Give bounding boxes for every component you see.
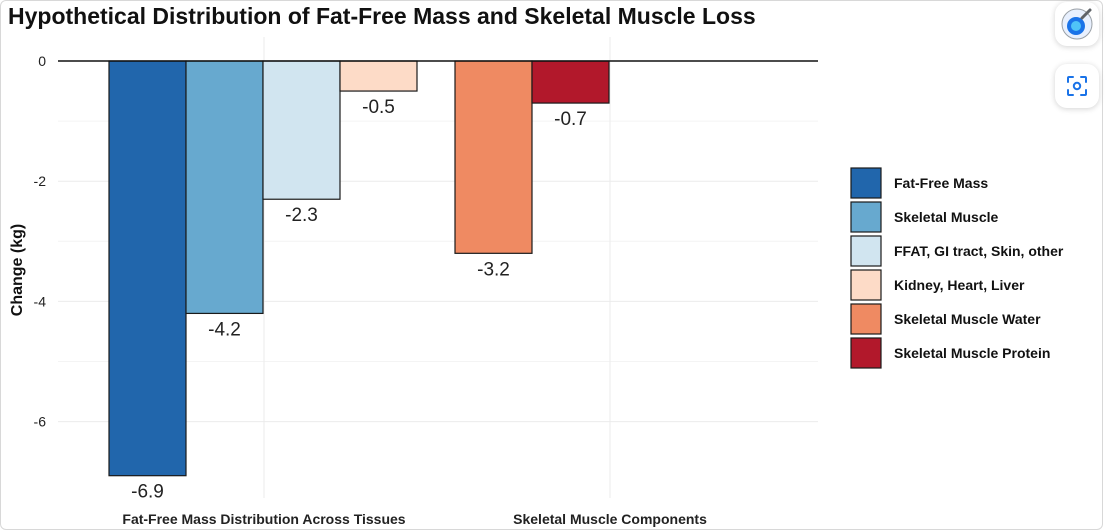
legend-swatch bbox=[850, 201, 882, 233]
data-label: -0.5 bbox=[362, 97, 395, 118]
legend-label: Skeletal Muscle bbox=[894, 209, 998, 225]
x-category-label: Skeletal Muscle Components bbox=[513, 511, 707, 527]
legend-swatch bbox=[850, 269, 882, 301]
legend-label: FFAT, GI tract, Skin, other bbox=[894, 243, 1064, 259]
data-label: -6.9 bbox=[131, 482, 164, 503]
data-label: -3.2 bbox=[477, 259, 510, 280]
legend-label: Skeletal Muscle Protein bbox=[894, 345, 1050, 361]
axes: 0 -2 -4 -6 Fat-Free Mass Distribution Across… bbox=[34, 53, 818, 527]
bar bbox=[454, 60, 533, 254]
bars: -6.9 -4.2 -2.3 -0.5 -3.2 -0.7 bbox=[108, 60, 610, 503]
y-tick-label: 0 bbox=[38, 53, 46, 69]
y-tick-label: -4 bbox=[34, 293, 47, 309]
legend-label: Kidney, Heart, Liver bbox=[894, 277, 1025, 293]
google-lens-icon bbox=[1061, 8, 1093, 40]
y-tick-label: -6 bbox=[34, 414, 47, 430]
legend-swatch bbox=[850, 235, 882, 267]
y-tick-label: -2 bbox=[34, 173, 47, 189]
x-category-label: Fat-Free Mass Distribution Across Tissue… bbox=[122, 511, 405, 527]
screen-search-button[interactable] bbox=[1055, 64, 1099, 108]
bar bbox=[339, 60, 418, 92]
bar bbox=[185, 60, 264, 315]
y-axis-label: Change (kg) bbox=[9, 224, 26, 316]
screen-search-icon bbox=[1067, 76, 1087, 96]
legend-label: Fat-Free Mass bbox=[894, 175, 988, 191]
legend-swatch bbox=[850, 167, 882, 199]
legend-swatch bbox=[850, 303, 882, 335]
legend-swatch bbox=[850, 337, 882, 369]
chart-title: Hypothetical Distribution of Fat-Free Ma… bbox=[8, 3, 756, 29]
legend-label: Skeletal Muscle Water bbox=[894, 311, 1041, 327]
bar bbox=[531, 60, 610, 104]
google-lens-button[interactable] bbox=[1055, 2, 1099, 46]
data-label: -0.7 bbox=[554, 109, 587, 130]
data-label: -4.2 bbox=[208, 319, 241, 340]
legend: Fat-Free Mass Skeletal Muscle FFAT, GI tra… bbox=[850, 167, 1064, 369]
data-label: -2.3 bbox=[285, 205, 318, 226]
bar bbox=[108, 60, 187, 477]
bar bbox=[262, 60, 341, 200]
